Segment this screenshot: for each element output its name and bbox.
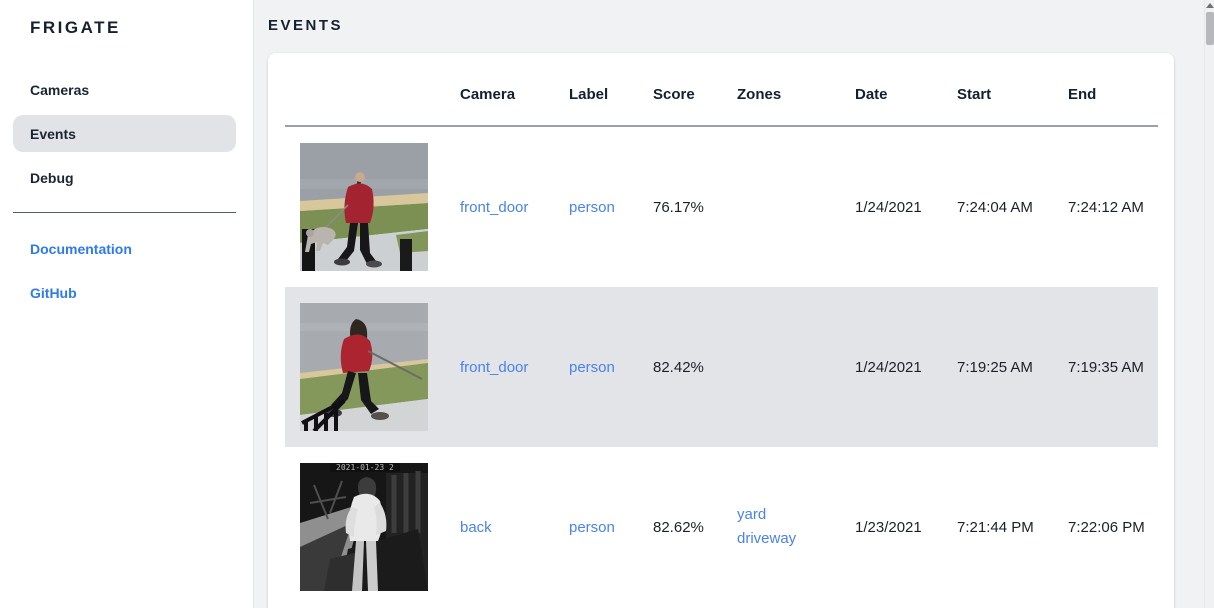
column-header-end: End xyxy=(1068,86,1097,103)
label-cell: person xyxy=(569,359,653,376)
column-header-zones: Zones xyxy=(737,86,782,103)
label-link[interactable]: person xyxy=(569,358,615,376)
thumbnail-cell: 2021-01-23 2 xyxy=(285,463,460,591)
thumbnail-cell xyxy=(285,143,460,271)
table-row[interactable]: front_door person 76.17% 1/24/2021 7:24:… xyxy=(285,127,1158,287)
camera-cell: front_door xyxy=(460,199,569,216)
scroll-up-arrow-icon[interactable] xyxy=(1205,3,1214,8)
scrollbar-thumb[interactable] xyxy=(1205,12,1214,45)
camera-cell: front_door xyxy=(460,359,569,376)
zone-link-yard[interactable]: yard xyxy=(737,506,767,523)
sidebar-link-label: Documentation xyxy=(30,240,132,257)
event-thumbnail-man-night-bw[interactable]: 2021-01-23 2 xyxy=(300,463,428,591)
sidebar-item-cameras[interactable]: Cameras xyxy=(13,71,236,108)
sidebar-item-events[interactable]: Events xyxy=(13,115,236,152)
sidebar-divider xyxy=(13,212,236,213)
main-content: EVENTS Camera Label Score Zones Date Sta… xyxy=(254,0,1214,608)
label-cell: person xyxy=(569,519,653,536)
page-title: EVENTS xyxy=(268,17,344,34)
end-cell: 7:22:06 PM xyxy=(1068,518,1145,536)
event-thumbnail-woman-red-hoodie-dog[interactable] xyxy=(300,303,428,431)
app-logo: FRIGATE xyxy=(30,18,121,37)
column-header-thumbnail xyxy=(285,103,460,125)
sidebar-link-documentation[interactable]: Documentation xyxy=(13,230,236,267)
table-header-row: Camera Label Score Zones Date Start End xyxy=(285,53,1158,127)
date-cell: 1/23/2021 xyxy=(855,518,922,536)
start-cell: 7:21:44 PM xyxy=(957,518,1034,536)
sidebar-item-debug[interactable]: Debug xyxy=(13,159,236,196)
events-table-card: Camera Label Score Zones Date Start End xyxy=(268,53,1174,608)
sidebar: FRIGATE Cameras Events Debug Documentati… xyxy=(0,0,254,608)
sidebar-link-label: GitHub xyxy=(30,284,77,301)
sidebar-item-label: Cameras xyxy=(30,81,90,98)
zone-link-driveway[interactable]: driveway xyxy=(737,530,797,547)
score-cell: 76.17% xyxy=(653,198,704,216)
sidebar-link-github[interactable]: GitHub xyxy=(13,274,236,311)
end-cell: 7:24:12 AM xyxy=(1068,198,1144,216)
thumbnail-timestamp-overlay: 2021-01-23 2 xyxy=(336,463,394,472)
camera-link[interactable]: back xyxy=(460,518,492,536)
column-header-camera: Camera xyxy=(460,86,516,103)
date-cell: 1/24/2021 xyxy=(855,198,922,216)
start-cell: 7:24:04 AM xyxy=(957,198,1033,216)
start-cell: 7:19:25 AM xyxy=(957,358,1033,376)
event-thumbnail-woman-red-coat-dog[interactable] xyxy=(300,143,428,271)
end-cell: 7:19:35 AM xyxy=(1068,358,1144,376)
label-cell: person xyxy=(569,199,653,216)
vertical-scrollbar[interactable] xyxy=(1204,0,1214,608)
score-cell: 82.62% xyxy=(653,518,704,536)
column-header-score: Score xyxy=(653,86,695,103)
label-link[interactable]: person xyxy=(569,518,615,536)
thumbnail-cell xyxy=(285,303,460,431)
camera-cell: back xyxy=(460,519,569,536)
table-row[interactable]: 2021-01-23 2 back person 82.62% yard dri… xyxy=(285,447,1158,607)
sidebar-item-label: Events xyxy=(30,125,76,142)
column-header-date: Date xyxy=(855,86,888,103)
zones-cell: yard driveway xyxy=(737,503,855,551)
score-cell: 82.42% xyxy=(653,358,704,376)
date-cell: 1/24/2021 xyxy=(855,358,922,376)
camera-link[interactable]: front_door xyxy=(460,198,529,216)
sidebar-item-label: Debug xyxy=(30,169,74,186)
column-header-start: Start xyxy=(957,86,992,103)
column-header-label: Label xyxy=(569,86,609,103)
label-link[interactable]: person xyxy=(569,198,615,216)
camera-link[interactable]: front_door xyxy=(460,358,529,376)
table-row-highlighted[interactable]: front_door person 82.42% 1/24/2021 7:19:… xyxy=(285,287,1158,447)
